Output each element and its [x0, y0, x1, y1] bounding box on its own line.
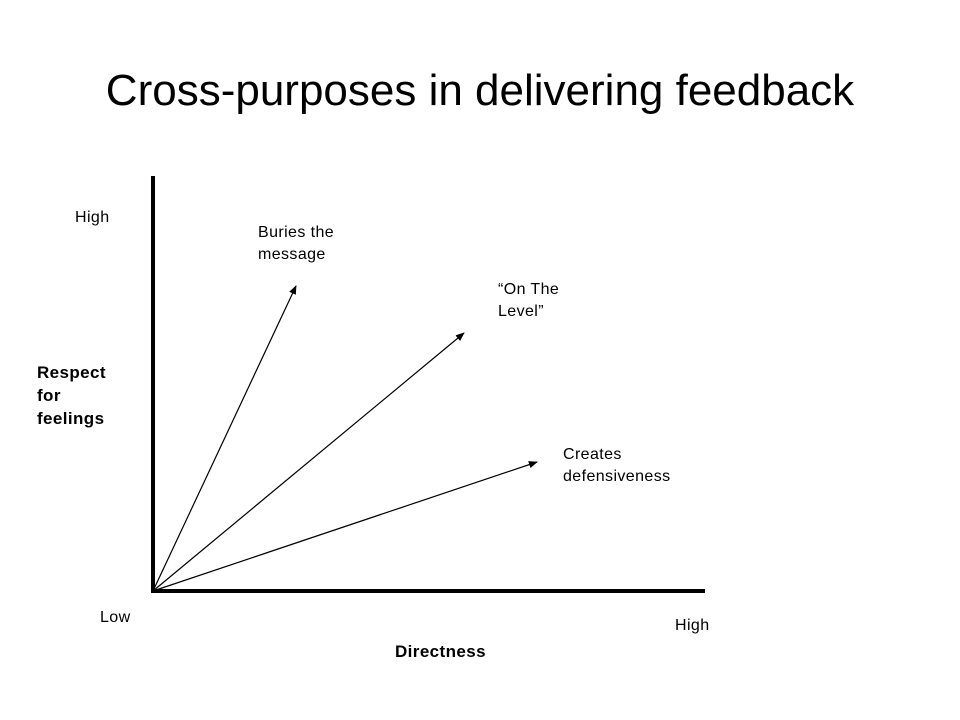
label-on-the-level: “On The Level” — [498, 281, 560, 320]
x-axis-low-label: Low — [100, 609, 131, 626]
label-buries-the-message: Buries the message — [258, 224, 335, 263]
arrow-creates-defensiveness — [152, 461, 538, 592]
slide-title: Cross-purposes in delivering feedback — [105, 66, 855, 115]
label-creates-defensiveness: Creates defensiveness — [563, 446, 671, 485]
y-axis-title: Respect for feelings — [37, 363, 106, 428]
x-axis-high-label: High — [675, 617, 710, 634]
y-axis-high-label: High — [75, 209, 110, 226]
arrow-buries-the-message — [152, 285, 297, 592]
arrow-on-the-level — [152, 332, 465, 592]
x-axis-title: Directness — [395, 642, 486, 661]
